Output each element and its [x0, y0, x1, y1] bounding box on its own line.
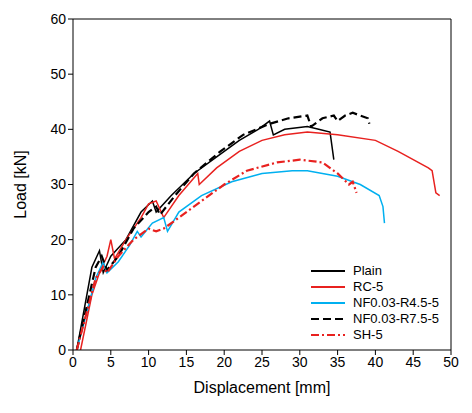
svg-text:Displacement [mm]: Displacement [mm]: [194, 379, 331, 396]
svg-text:50: 50: [443, 354, 459, 370]
svg-text:0: 0: [69, 354, 77, 370]
svg-text:25: 25: [254, 354, 270, 370]
svg-text:45: 45: [405, 354, 421, 370]
svg-text:20: 20: [216, 354, 232, 370]
svg-text:20: 20: [50, 232, 66, 248]
svg-text:50: 50: [50, 66, 66, 82]
svg-text:60: 60: [50, 11, 66, 27]
svg-text:30: 30: [50, 176, 66, 192]
svg-text:5: 5: [107, 354, 115, 370]
html-text:SH-5: SH-5: [353, 327, 383, 342]
html-text:Plain: Plain: [353, 263, 382, 278]
svg-text:35: 35: [330, 354, 346, 370]
svg-text:0: 0: [58, 342, 66, 358]
html-text:NF0.03-R4.5-5: NF0.03-R4.5-5: [353, 295, 439, 310]
html-text:NF0.03-R7.5-5: NF0.03-R7.5-5: [353, 311, 439, 326]
svg-text:40: 40: [368, 354, 384, 370]
svg-text:40: 40: [50, 121, 66, 137]
svg-text:15: 15: [179, 354, 195, 370]
svg-text:10: 10: [141, 354, 157, 370]
html-text:RC-5: RC-5: [353, 279, 384, 294]
svg-text:Load [kN]: Load [kN]: [12, 150, 29, 218]
svg-text:10: 10: [50, 287, 66, 303]
svg-text:30: 30: [292, 354, 308, 370]
